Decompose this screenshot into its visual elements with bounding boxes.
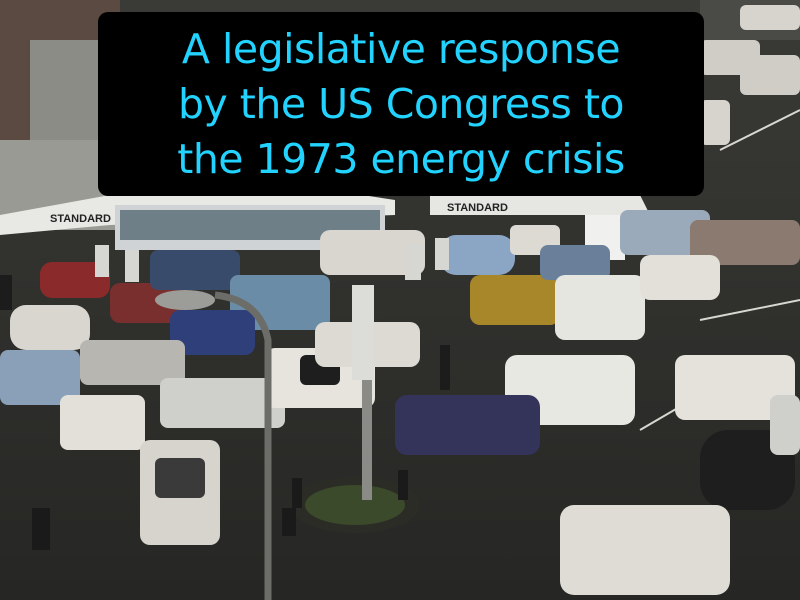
gas-pumps xyxy=(95,238,449,282)
planter-and-signpost xyxy=(290,285,420,533)
caption-box: A legislative response by the US Congres… xyxy=(98,12,704,196)
caption-text: A legislative response by the US Congres… xyxy=(177,24,625,183)
street-lamp xyxy=(32,290,296,600)
queued-cars xyxy=(0,5,800,595)
gas-station-building: STANDARD STANDARD xyxy=(0,190,650,260)
pedestrians xyxy=(0,275,450,390)
station-sign-left: STANDARD xyxy=(50,213,111,225)
station-sign-right: STANDARD xyxy=(447,202,508,214)
